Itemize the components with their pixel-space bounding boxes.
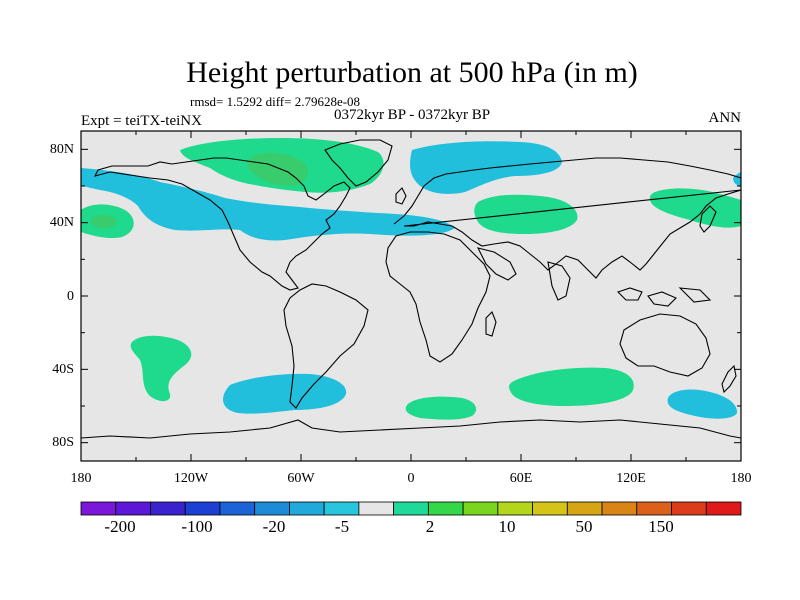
colorbar-boxes	[80, 501, 742, 516]
coast-south-america	[283, 283, 369, 409]
coast-uk	[395, 187, 407, 205]
figure-title: Height perturbation at 500 hPa (in m)	[186, 56, 638, 89]
axis-ticks	[80, 131, 742, 461]
colorbar-label: 150	[648, 517, 674, 536]
coast-europe-asia	[393, 157, 741, 279]
x-tick-label: 0	[408, 471, 415, 486]
colorbar-box	[115, 501, 151, 516]
x-axis: 180 120W 60W 0 60E 120E 180	[71, 471, 752, 486]
y-tick-label: 0	[67, 289, 74, 304]
colorbar-label: -200	[104, 517, 135, 536]
positive-anomaly-asia	[474, 194, 578, 234]
colorbar-box	[254, 501, 290, 516]
coast-north-america	[93, 157, 351, 291]
colorbar-box	[393, 501, 429, 516]
negative-anomaly-arctic-europe	[410, 141, 562, 194]
y-tick-label: 80S	[52, 435, 74, 450]
colorbar-box	[323, 501, 360, 516]
x-tick-label: 60W	[287, 471, 315, 486]
positive-anomaly-east-asia	[649, 188, 741, 228]
colorbar-label: 2	[426, 517, 435, 536]
colorbar-box	[601, 501, 638, 516]
colorbar-box	[184, 501, 221, 516]
colorbar-box	[358, 501, 395, 516]
colorbar-label: -20	[263, 517, 286, 536]
colorbar-box	[80, 501, 117, 516]
y-tick-label: 40N	[50, 215, 74, 230]
x-tick-label: 180	[731, 471, 752, 486]
coastlines	[81, 139, 741, 439]
positive-anomaly-south-atlantic	[405, 396, 477, 420]
coast-arabia-india	[476, 247, 571, 301]
colorbar-box	[219, 501, 256, 516]
coast-africa	[385, 231, 491, 363]
coast-indonesia	[616, 287, 712, 307]
coast-japan	[699, 205, 717, 233]
coast-madagascar	[485, 311, 497, 337]
colorbar-box	[462, 501, 499, 516]
positive-anomaly-south-indian	[509, 367, 634, 406]
y-tick-label: 80N	[50, 142, 74, 157]
colorbar-box	[497, 501, 533, 516]
x-tick-label: 60E	[510, 471, 533, 486]
right-label: ANN	[709, 110, 742, 126]
colorbar-box	[636, 501, 672, 516]
coast-new-zealand	[721, 364, 737, 394]
x-tick-label: 120W	[174, 471, 209, 486]
positive-anomaly-north-pacific-west-core	[90, 214, 117, 229]
x-tick-label: 180	[71, 471, 92, 486]
colorbar-label: 50	[576, 517, 593, 536]
positive-anomaly-north-america-core	[247, 152, 308, 186]
colorbar-box	[150, 501, 186, 516]
negative-anomaly-north-pacific	[81, 168, 455, 241]
colorbar-label: 10	[499, 517, 516, 536]
colorbar-box	[566, 501, 603, 516]
colorbar-label: -100	[181, 517, 212, 536]
y-axis: 80N 40N 0 40S 80S	[50, 142, 74, 450]
contour-fills	[81, 138, 741, 420]
left-label: Expt = teiTX-teiNX	[81, 113, 202, 129]
positive-anomaly-south-pacific	[130, 335, 192, 402]
negative-anomaly-southern-australia	[667, 389, 738, 419]
colorbar: -200 -100 -20 -5 2 10 50 150	[80, 501, 742, 536]
colorbar-label: -5	[335, 517, 349, 536]
colorbar-box	[427, 501, 464, 516]
map-panel	[80, 130, 742, 462]
colorbar-box	[289, 501, 325, 516]
stats-line: rmsd= 1.5292 diff= 2.79628e-08	[190, 94, 360, 109]
colorbar-box	[671, 501, 707, 516]
colorbar-box	[532, 501, 568, 516]
x-tick-label: 120E	[616, 471, 646, 486]
y-tick-label: 40S	[52, 362, 74, 377]
coast-antarctica	[81, 419, 741, 439]
negative-anomaly-southern-pacific	[223, 373, 347, 414]
center-label: 0372kyr BP - 0372kyr BP	[334, 107, 490, 123]
negative-anomaly-dateline	[733, 172, 741, 186]
colorbar-box	[705, 501, 742, 516]
coast-greenland	[324, 139, 393, 187]
coast-australia	[619, 313, 711, 377]
